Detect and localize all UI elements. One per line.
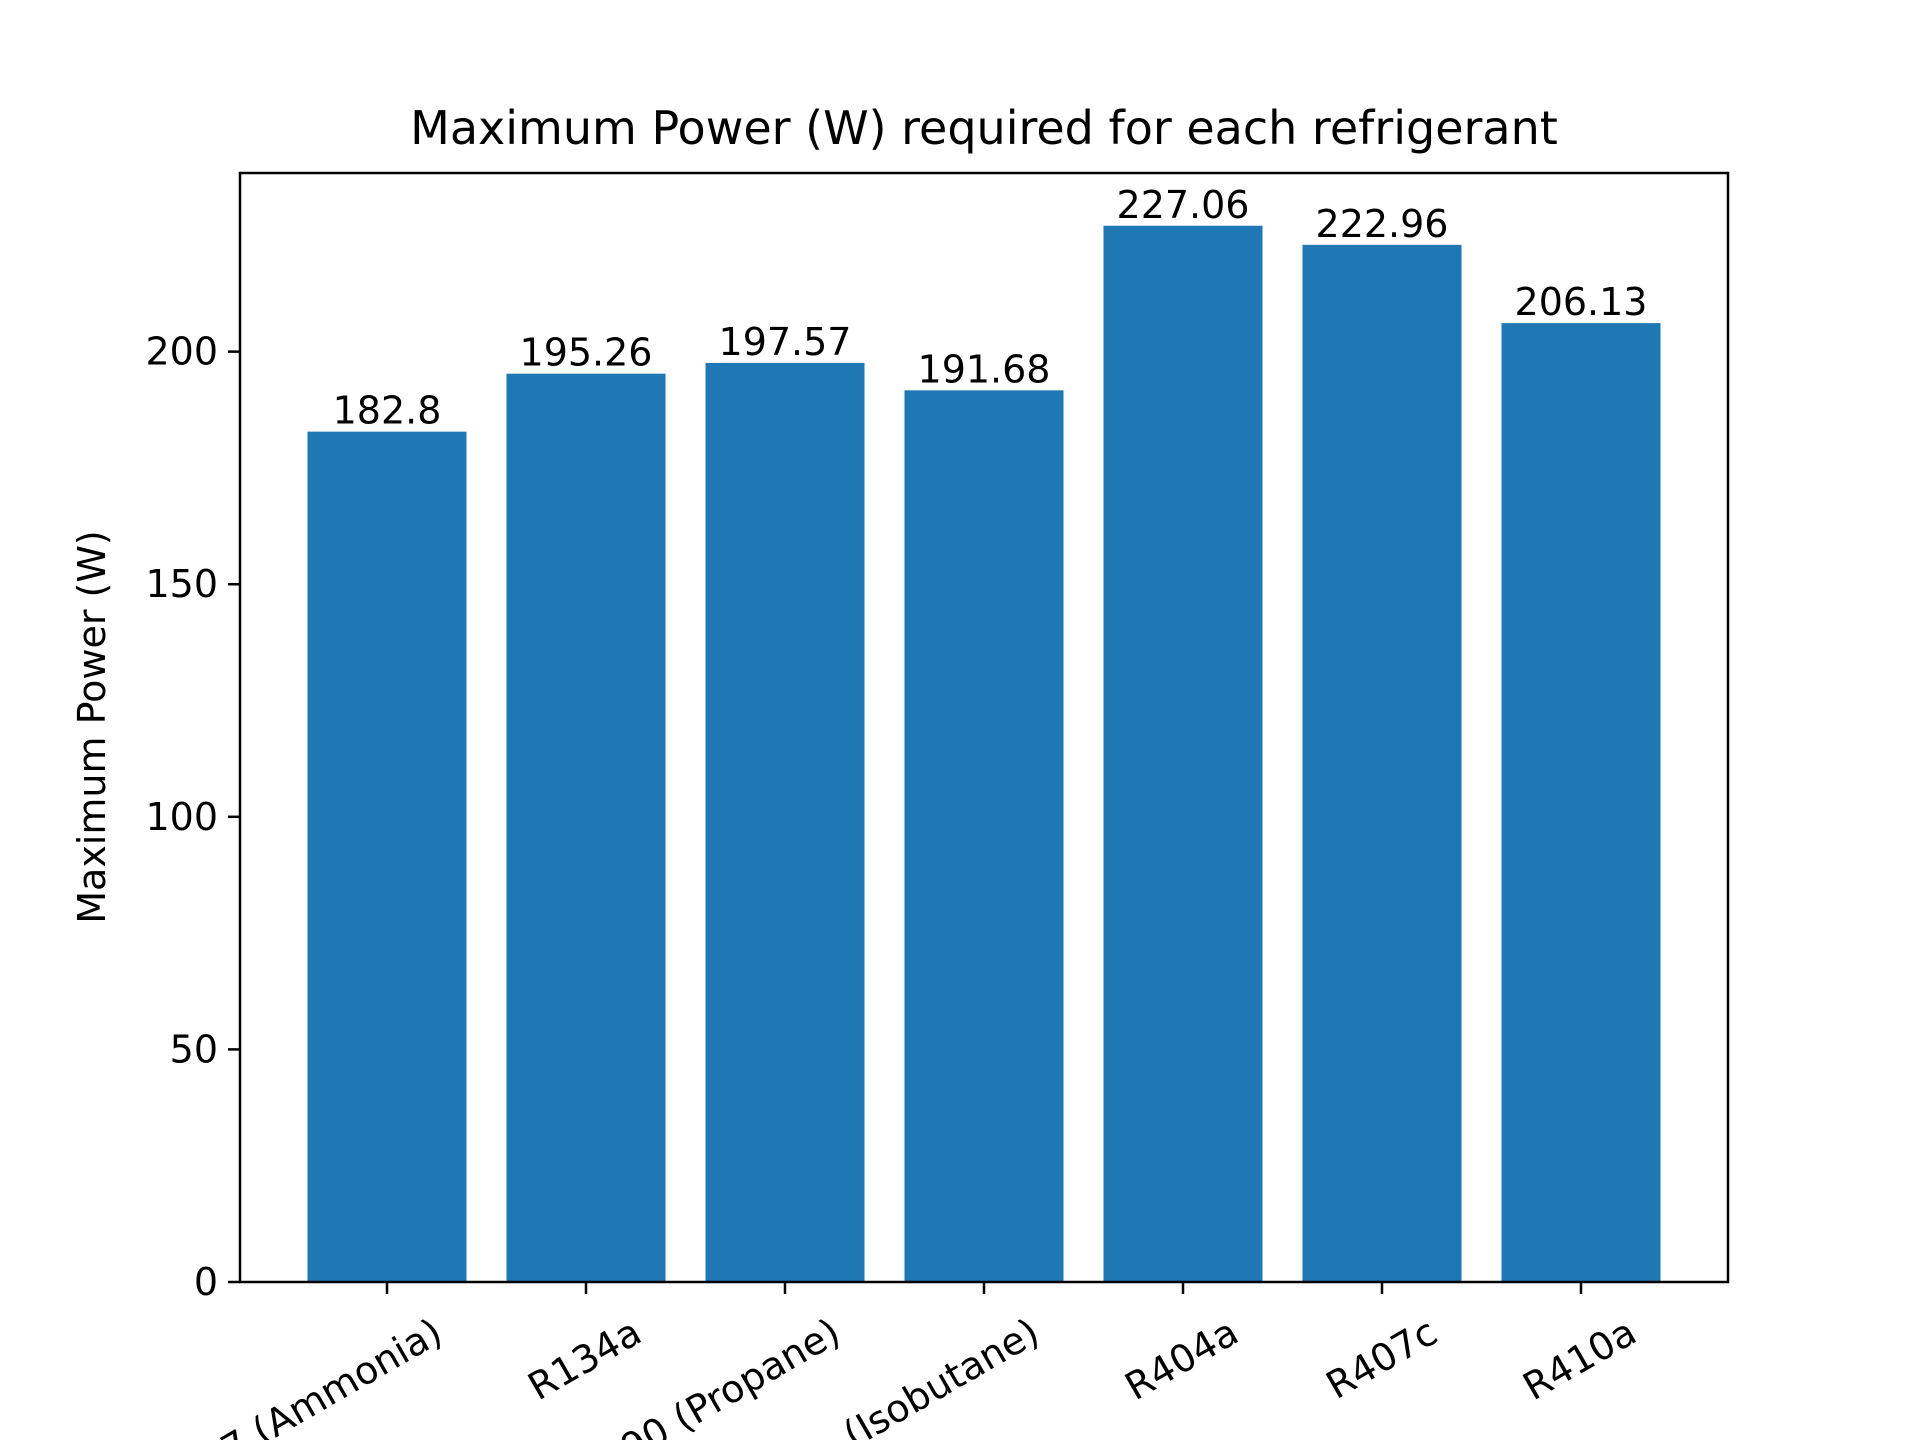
bar <box>1501 323 1661 1282</box>
y-tick-label: 0 <box>194 1260 218 1304</box>
bar-value-label: 197.57 <box>719 320 852 364</box>
bar <box>307 431 467 1283</box>
bar <box>1103 225 1263 1282</box>
bar <box>904 390 1064 1282</box>
bar-value-label: 222.96 <box>1316 202 1449 246</box>
bar <box>705 362 865 1283</box>
bars-group <box>307 225 1661 1283</box>
x-tick-label: R404a <box>1118 1310 1246 1409</box>
y-axis: 0 50 100 150 200 <box>145 330 240 1304</box>
bar-value-labels: 182.8 195.26 197.57 191.68 227.06 222.96 206.1… <box>333 183 1648 433</box>
plot-frame <box>238 171 1730 1284</box>
x-tick-label: R717 (Ammonia) <box>149 1310 450 1440</box>
x-tick-label: R410a <box>1516 1310 1644 1409</box>
y-tick-label: 150 <box>145 562 218 606</box>
y-tick-label: 50 <box>170 1027 218 1071</box>
bar-value-label: 191.68 <box>918 347 1051 391</box>
bar-value-label: 182.8 <box>333 389 442 433</box>
x-tick-label: R134a <box>521 1310 649 1409</box>
bar-value-label: 195.26 <box>520 331 653 375</box>
y-tick-label: 100 <box>145 795 218 839</box>
y-axis-label: Maximum Power (W) <box>70 530 114 924</box>
bar-value-label: 227.06 <box>1117 183 1250 227</box>
bar <box>1302 244 1462 1283</box>
chart-title: Maximum Power (W) required for each refr… <box>410 101 1558 155</box>
x-tick-label: R407c <box>1319 1310 1445 1408</box>
bar-value-label: 206.13 <box>1515 280 1648 324</box>
y-tick-label: 200 <box>145 330 218 374</box>
bar <box>506 373 666 1282</box>
